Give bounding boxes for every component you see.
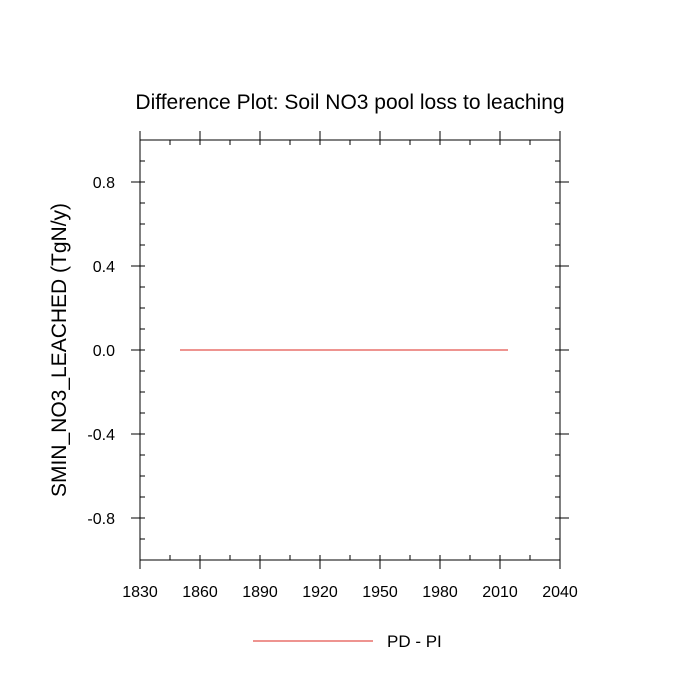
y-tick-label: 0.0 <box>93 343 115 360</box>
x-tick-label: 1920 <box>302 584 338 601</box>
x-tick-label: 1830 <box>122 584 158 601</box>
x-tick-label: 1950 <box>362 584 398 601</box>
x-axis-tick-labels: 1830 1860 1890 1920 1950 1980 2010 2040 <box>122 584 578 601</box>
y-tick-label: -0.8 <box>87 511 115 528</box>
y-axis-label: SMIN_NO3_LEACHED (TgN/y) <box>48 203 71 497</box>
y-axis-tick-labels: -0.8 -0.4 0.0 0.4 0.8 <box>87 175 115 528</box>
legend: PD - PI <box>253 632 442 651</box>
y-tick-label: 0.8 <box>93 175 115 192</box>
x-tick-label: 1860 <box>182 584 218 601</box>
x-tick-label: 1980 <box>422 584 458 601</box>
y-tick-label: 0.4 <box>93 259 115 276</box>
legend-label-pd-pi: PD - PI <box>387 632 442 651</box>
x-tick-label: 2040 <box>542 584 578 601</box>
x-tick-label: 2010 <box>482 584 518 601</box>
axis-ticks <box>131 131 569 569</box>
x-tick-label: 1890 <box>242 584 278 601</box>
y-tick-label: -0.4 <box>87 427 115 444</box>
chart-title: Difference Plot: Soil NO3 pool loss to l… <box>135 91 564 114</box>
